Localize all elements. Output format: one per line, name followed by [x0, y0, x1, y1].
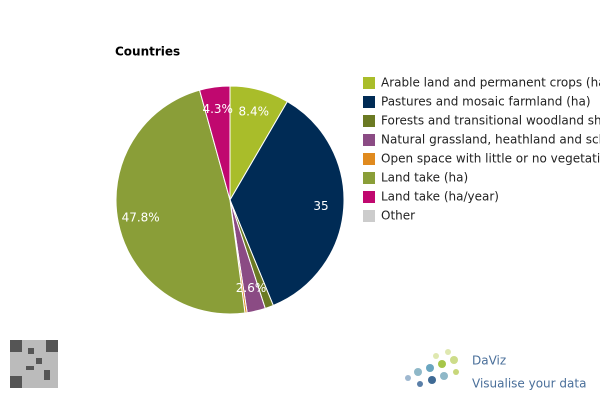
- legend-label: Arable land and permanent crops (ha): [381, 76, 600, 90]
- brand-name: DaViz: [472, 354, 506, 368]
- data-label: 47.8%: [122, 211, 160, 225]
- legend-swatch: [363, 115, 375, 127]
- logo: [405, 349, 459, 387]
- qr-code: [10, 340, 58, 388]
- pie-slice: [115, 89, 246, 315]
- legend-swatch: [363, 153, 375, 165]
- legend-swatch: [363, 77, 375, 89]
- legend-label: Land take (ha): [381, 171, 468, 185]
- legend-swatch: [363, 172, 375, 184]
- legend-label: Land take (ha/year): [381, 190, 499, 204]
- chart-title: Countries: [115, 45, 180, 59]
- legend-swatch: [363, 96, 375, 108]
- legend-swatch: [363, 134, 375, 146]
- data-label: 2.6%: [236, 281, 267, 295]
- data-label: 8.4%: [239, 104, 270, 118]
- data-label: 4.3%: [202, 102, 233, 116]
- legend-label: Pastures and mosaic farmland (ha): [381, 95, 591, 109]
- data-label: 35: [313, 199, 328, 213]
- legend-label: Forests and transitional woodland shrub …: [381, 114, 600, 128]
- legend-label: Other: [381, 209, 415, 223]
- legend-label: Open space with little or no vegetation …: [381, 152, 600, 166]
- legend-label: Natural grassland, heathland and sclerop…: [381, 133, 600, 147]
- legend-swatch: [363, 191, 375, 203]
- legend-swatch: [363, 210, 375, 222]
- brand-tagline: Visualise your data: [472, 377, 586, 391]
- pie-slice: [229, 100, 345, 307]
- pie-slice: [198, 85, 231, 201]
